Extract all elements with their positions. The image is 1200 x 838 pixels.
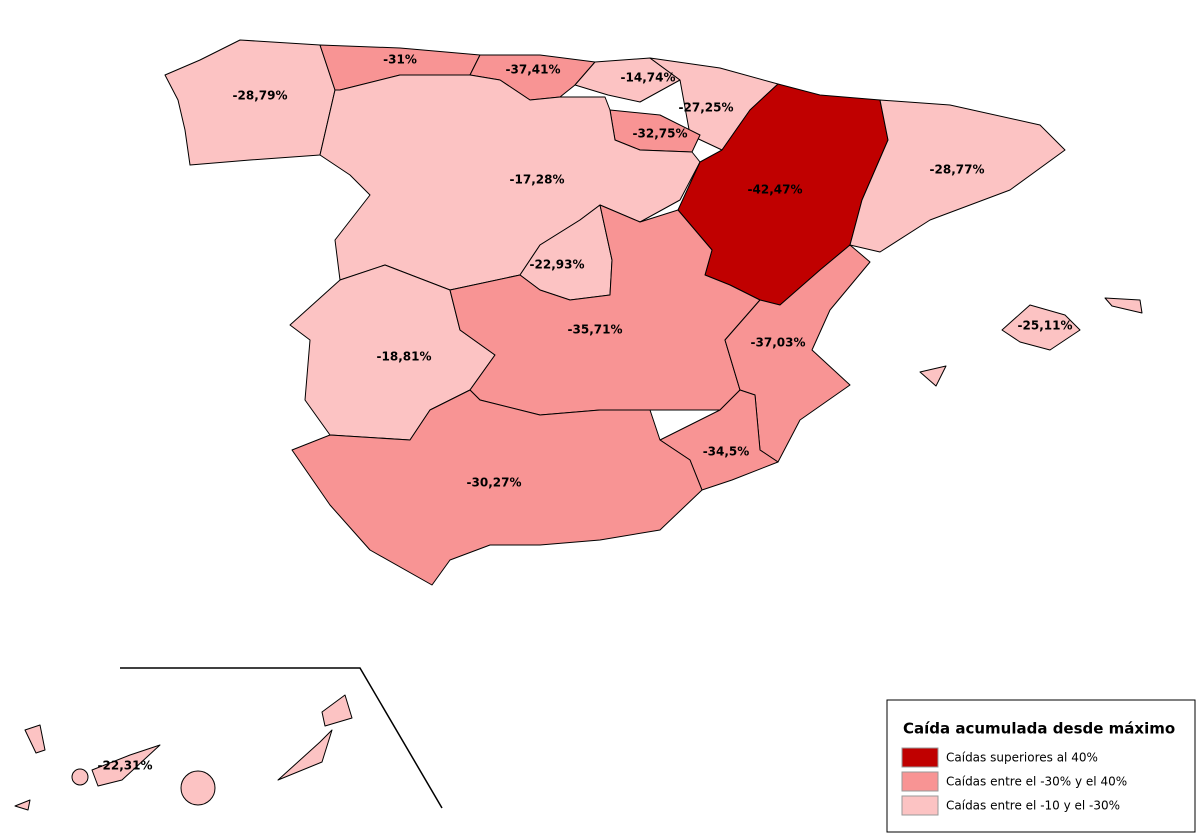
- legend-swatch: [901, 771, 939, 792]
- legend-label: Caídas entre el -10 y el -30%: [946, 799, 1120, 813]
- region-label: -25,11%: [1018, 319, 1073, 333]
- region-label: -37,41%: [506, 63, 561, 77]
- region-label: -35,71%: [568, 323, 623, 337]
- island: [919, 365, 947, 387]
- canarias-frame: [120, 667, 443, 809]
- legend-label: Caídas superiores al 40%: [946, 751, 1098, 765]
- region-label: -31%: [383, 53, 417, 67]
- legend-swatch: [901, 795, 939, 816]
- region-label: -37,03%: [751, 336, 806, 350]
- region-label: -42,47%: [748, 183, 803, 197]
- region-label: -22,93%: [530, 258, 585, 272]
- region: [319, 74, 701, 291]
- island: [1104, 297, 1143, 314]
- region-label: -14,74%: [621, 71, 676, 85]
- region-label: -22,31%: [98, 759, 153, 773]
- region-labels: -28,79% -31% -37,41% -14,74% -27,25% -32…: [98, 53, 1073, 773]
- region-label: -32,75%: [633, 127, 688, 141]
- legend-label: Caídas entre el -30% y el 40%: [946, 775, 1127, 789]
- region-label: -27,25%: [679, 101, 734, 115]
- legend: Caída acumulada desde máximo Caídas supe…: [886, 699, 1196, 833]
- region: [164, 39, 336, 166]
- island: [1001, 304, 1081, 351]
- island: [71, 768, 89, 786]
- island: [24, 724, 46, 754]
- region-label: -28,79%: [233, 89, 288, 103]
- legend-swatch: [901, 747, 939, 768]
- region-label: -18,81%: [377, 350, 432, 364]
- island: [277, 729, 333, 781]
- region-label: -17,28%: [510, 173, 565, 187]
- region: [14, 694, 353, 811]
- regions: [14, 39, 1143, 811]
- region-label: -28,77%: [930, 163, 985, 177]
- island: [14, 799, 31, 811]
- region: [919, 297, 1143, 387]
- island: [91, 744, 161, 787]
- island: [180, 770, 216, 806]
- region-label: -34,5%: [703, 445, 750, 459]
- region-label: -30,27%: [467, 476, 522, 490]
- region: [724, 244, 871, 463]
- region: [291, 389, 703, 586]
- region: [849, 99, 1066, 253]
- legend-title: Caída acumulada desde máximo: [903, 720, 1175, 738]
- island: [321, 694, 353, 727]
